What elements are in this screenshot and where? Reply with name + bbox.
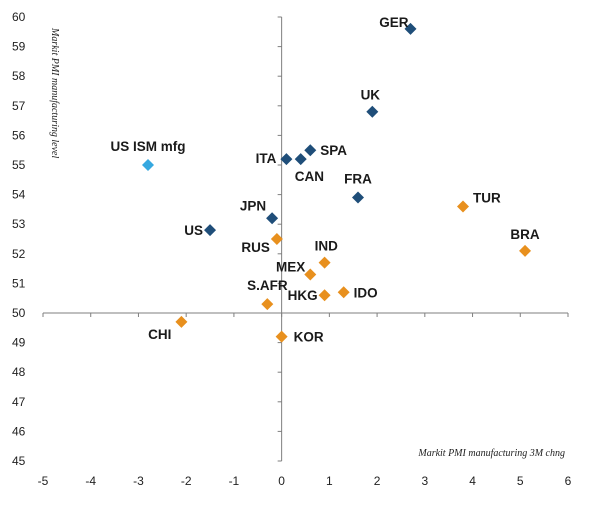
y-tick-label: 53 [12,217,26,231]
y-axis-title: Markit PMI manufacturing level [49,27,60,158]
label-mex: MEX [276,260,305,275]
y-tick-label: 49 [12,336,26,350]
label-can: CAN [295,169,324,184]
point-chi [175,315,188,328]
x-tick-label: 0 [278,474,285,488]
y-tick-label: 58 [12,69,26,83]
x-tick-label: 1 [326,474,333,488]
y-tick-label: 48 [12,365,26,379]
label-fra: FRA [344,172,372,187]
y-tick-label: 56 [12,128,26,142]
y-tick-label: 59 [12,40,26,54]
point-labels: GER UK SPA ITA CAN FRA JPN US TUR BRA RUS IND MEX S.A… [110,15,539,345]
point-us [204,224,217,237]
point-jpn [266,212,279,225]
label-jpn: JPN [240,198,266,213]
x-tick-label: -5 [38,474,49,488]
label-uk: UK [361,88,381,103]
label-s-afr: S.AFR [247,278,288,293]
label-ido: IDO [354,285,378,300]
point-ger [404,22,417,35]
point-mex [304,268,317,281]
label-us: US [184,223,203,238]
point-kor [275,330,288,343]
x-tick-label: 5 [517,474,524,488]
point-uk [366,105,379,118]
point-bra [519,244,532,257]
x-tick-label: -1 [229,474,240,488]
label-spa: SPA [320,143,347,158]
label-rus: RUS [241,240,270,255]
y-tick-label: 57 [12,99,26,113]
y-tick-label: 45 [12,454,26,468]
point-fra [352,191,364,204]
point-us-ism-mfg [142,159,154,171]
axes [42,16,569,462]
point-rus [270,233,283,245]
x-axis-title: Markit PMI manufacturing 3M chng [417,448,565,459]
y-tick-label: 54 [12,188,26,202]
y-tick-label: 52 [12,247,26,261]
label-tur: TUR [473,190,501,205]
point-can [294,153,307,166]
point-tur [457,200,469,213]
point-ido [337,286,350,299]
y-tick-label: 51 [12,276,26,290]
label-ita: ITA [256,151,277,166]
label-kor: KOR [294,330,324,345]
label-ger: GER [379,15,409,30]
point-spa [304,144,317,157]
label-ind: IND [315,239,339,254]
x-tick-label: 3 [421,474,428,488]
y-tick-label: 60 [12,10,26,24]
y-tick-label: 50 [12,306,26,320]
label-bra: BRA [510,227,539,242]
label-us-ism-mfg: US ISM mfg [110,139,185,154]
x-tick-label: -3 [133,474,144,488]
point-ind [318,256,331,269]
point-ita [280,153,293,166]
label-hkg: HKG [288,288,318,303]
y-tick-label: 55 [12,158,26,172]
label-chi: CHI [148,327,171,342]
y-tick-label: 47 [12,395,26,409]
point-s-afr [261,298,274,311]
x-tick-label: 2 [374,474,381,488]
y-tick-label: 46 [12,424,26,438]
point-hkg [318,289,331,302]
x-tick-label: 4 [469,474,476,488]
x-tick-label: -4 [85,474,96,488]
data-points [142,22,532,343]
x-tick-label: -2 [181,474,192,488]
x-tick-label: 6 [565,474,572,488]
